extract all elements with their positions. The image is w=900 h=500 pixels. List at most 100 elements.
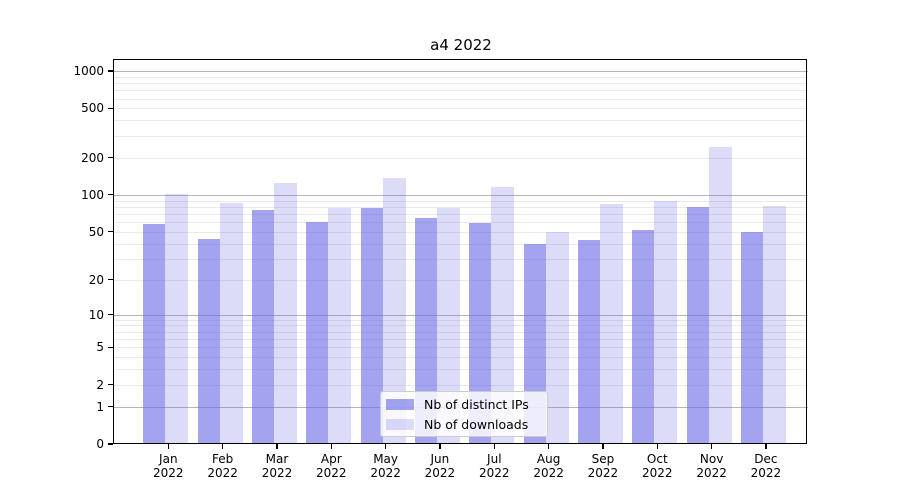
gridline-major <box>114 71 808 72</box>
gridline-minor <box>114 157 808 159</box>
gridline-major <box>114 194 808 196</box>
x-tick-mark <box>765 444 767 449</box>
bar-sep-distinct-ips <box>577 239 600 444</box>
x-tick-mark <box>602 444 604 449</box>
gridline-major <box>114 314 808 316</box>
x-tick-mark <box>710 444 713 449</box>
gridline-minor <box>114 279 808 281</box>
bar-dec-distinct-ips <box>740 231 763 444</box>
y-tick-mark <box>108 231 113 233</box>
x-tick-label: Mar 2022 <box>261 452 293 480</box>
y-tick-label: 500 <box>81 101 104 116</box>
gridline-minor <box>114 76 808 78</box>
bar-jan-distinct-ips <box>143 223 166 444</box>
gridline-minor <box>114 120 808 122</box>
y-tick-label: 200 <box>81 150 104 165</box>
x-tick-mark <box>167 444 169 449</box>
gridline-minor <box>114 108 808 110</box>
gridline-minor <box>114 222 808 224</box>
bar-jun-distinct-ips <box>414 217 437 444</box>
y-tick-mark <box>108 107 113 110</box>
bar-apr-downloads <box>328 208 352 444</box>
legend-swatch-downloads <box>386 418 414 430</box>
x-tick-mark <box>384 444 387 449</box>
y-tick-mark <box>108 157 113 159</box>
x-tick-mark <box>221 444 224 449</box>
gridline-minor <box>114 206 808 208</box>
gridline-minor <box>114 338 808 340</box>
x-tick-label: Jul 2022 <box>479 452 510 480</box>
gridline-minor <box>114 347 808 349</box>
gridline-minor <box>114 319 808 321</box>
bar-jan-downloads <box>165 194 189 444</box>
chart-title: a4 2022 <box>430 36 492 54</box>
bar-aug-downloads <box>545 231 569 444</box>
gridline-minor <box>114 90 808 92</box>
legend-item-downloads: Nb of downloads <box>386 415 528 433</box>
gridline-minor <box>114 135 808 137</box>
bar-apr-distinct-ips <box>306 222 329 444</box>
gridline-minor <box>114 200 808 202</box>
gridline-minor <box>114 231 808 233</box>
gridline-minor <box>114 258 808 260</box>
x-tick-label: Nov 2022 <box>696 452 727 480</box>
y-tick-mark <box>108 346 113 348</box>
gridline-minor <box>114 331 808 333</box>
y-tick-label: 100 <box>81 187 104 202</box>
bar-dec-downloads <box>762 206 786 444</box>
y-tick-label: 1000 <box>73 64 104 78</box>
y-tick-mark <box>108 384 113 386</box>
y-tick-mark <box>108 278 113 281</box>
x-tick-mark <box>276 444 278 449</box>
x-tick-label: May 2022 <box>370 452 401 480</box>
x-tick-label: Sep 2022 <box>587 452 619 480</box>
bar-feb-downloads <box>219 202 243 444</box>
bar-mar-distinct-ips <box>252 210 274 444</box>
gridline-minor <box>114 213 808 215</box>
bar-oct-distinct-ips <box>632 229 655 444</box>
gridline-minor <box>114 83 808 84</box>
bar-may-downloads <box>382 178 406 444</box>
bar-jul-distinct-ips <box>469 222 492 444</box>
y-tick-label: 2 <box>96 377 104 392</box>
y-tick-label: 10 <box>88 307 104 322</box>
bar-jul-downloads <box>491 186 515 444</box>
bar-oct-downloads <box>654 200 678 444</box>
y-tick-label: 5 <box>96 340 104 355</box>
x-tick-label: Dec 2022 <box>750 452 782 480</box>
y-tick-mark <box>108 194 113 196</box>
y-tick-mark <box>108 70 113 72</box>
y-tick-label: 20 <box>88 272 104 287</box>
y-tick-label: 0 <box>96 437 104 451</box>
bar-feb-distinct-ips <box>197 238 220 444</box>
legend-swatch-distinct-ips <box>386 398 414 410</box>
bar-jun-downloads <box>436 208 460 444</box>
x-tick-label: Feb 2022 <box>207 452 238 480</box>
bar-sep-downloads <box>599 204 623 444</box>
bar-nov-distinct-ips <box>686 206 709 444</box>
x-tick-label: Jan 2022 <box>153 452 184 480</box>
gridline-minor <box>114 98 808 100</box>
gridline-minor <box>114 243 808 245</box>
x-tick-label: Jun 2022 <box>424 452 456 480</box>
gridline-minor <box>114 325 808 327</box>
x-tick-mark <box>439 444 441 449</box>
x-tick-label: Aug 2022 <box>533 452 564 480</box>
gridline-minor <box>114 369 808 371</box>
bar-may-distinct-ips <box>360 208 383 444</box>
y-tick-mark <box>108 313 113 316</box>
bar-mar-downloads <box>274 183 297 444</box>
legend: Nb of distinct IPs Nb of downloads <box>380 391 548 437</box>
x-tick-mark <box>330 444 332 449</box>
legend-label-downloads: Nb of downloads <box>424 416 529 432</box>
x-tick-label: Apr 2022 <box>316 452 347 480</box>
y-tick-label: 1 <box>96 399 104 414</box>
x-tick-label: Oct 2022 <box>642 452 673 480</box>
bar-nov-downloads <box>708 146 732 444</box>
y-tick-mark <box>108 443 113 445</box>
gridline-minor <box>114 384 808 386</box>
legend-label-distinct-ips: Nb of distinct IPs <box>424 396 529 412</box>
y-tick-label: 50 <box>88 224 104 239</box>
y-tick-mark <box>108 405 113 408</box>
